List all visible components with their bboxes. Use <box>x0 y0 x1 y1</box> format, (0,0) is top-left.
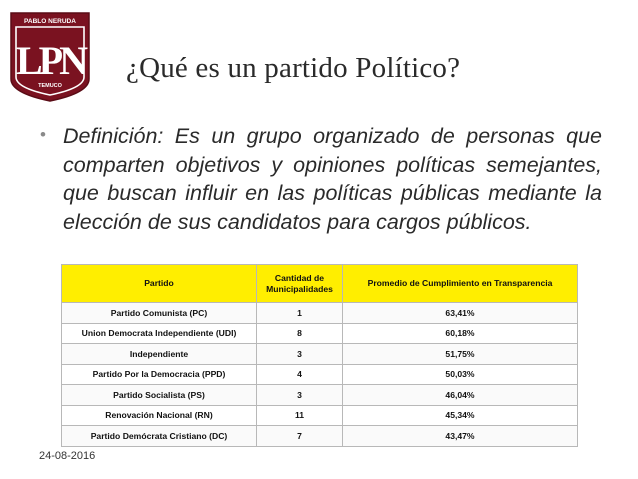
header-promedio: Promedio de Cumplimiento en Transparenci… <box>342 264 578 303</box>
table-row: Partido Demócrata Cristiano (DC) 7 43,47… <box>61 425 578 447</box>
cell-percent: 60,18% <box>342 322 578 344</box>
slide-date: 24-08-2016 <box>39 450 96 462</box>
table-header-row: Partido Cantidad de Municipalidades Prom… <box>61 264 578 303</box>
definition-bullet: • Definición: Es un grupo organizado de … <box>40 122 602 236</box>
cell-percent: 46,04% <box>342 384 578 406</box>
header-partido: Partido <box>61 264 257 303</box>
cell-party: Independiente <box>61 343 257 365</box>
table-row: Partido Socialista (PS) 3 46,04% <box>61 384 578 406</box>
cell-percent: 43,47% <box>342 425 578 447</box>
cell-count: 3 <box>256 343 343 365</box>
definition-text: Definición: Es un grupo organizado de pe… <box>63 124 602 234</box>
cell-count: 1 <box>256 302 343 324</box>
cell-count: 8 <box>256 322 343 344</box>
slide-title: ¿Qué es un partido Político? <box>126 52 461 84</box>
cell-count: 3 <box>256 384 343 406</box>
cell-party: Union Democrata Independiente (UDI) <box>61 322 257 344</box>
table-row: Partido Por la Democracia (PPD) 4 50,03% <box>61 363 578 385</box>
table-row: Renovación Nacional (RN) 11 45,34% <box>61 404 578 426</box>
logo-bottom-text: TEMUCO <box>38 83 63 89</box>
cell-percent: 63,41% <box>342 302 578 324</box>
school-logo: PABLO NERUDA LPN TEMUCO <box>9 11 92 103</box>
table-row: Independiente 3 51,75% <box>61 343 578 365</box>
party-transparency-table: Partido Cantidad de Municipalidades Prom… <box>61 264 578 447</box>
cell-party: Partido Por la Democracia (PPD) <box>61 363 257 385</box>
cell-count: 4 <box>256 363 343 385</box>
cell-percent: 50,03% <box>342 363 578 385</box>
logo-letters: LPN <box>16 38 88 83</box>
header-cantidad: Cantidad de Municipalidades <box>256 264 343 303</box>
table-row: Partido Comunista (PC) 1 63,41% <box>61 302 578 324</box>
bullet-dot-icon: • <box>40 125 46 144</box>
cell-party: Renovación Nacional (RN) <box>61 404 257 426</box>
cell-count: 7 <box>256 425 343 447</box>
cell-party: Partido Comunista (PC) <box>61 302 257 324</box>
cell-percent: 51,75% <box>342 343 578 365</box>
cell-party: Partido Demócrata Cristiano (DC) <box>61 425 257 447</box>
cell-party: Partido Socialista (PS) <box>61 384 257 406</box>
cell-percent: 45,34% <box>342 404 578 426</box>
cell-count: 11 <box>256 404 343 426</box>
table-row: Union Democrata Independiente (UDI) 8 60… <box>61 322 578 344</box>
logo-top-text: PABLO NERUDA <box>24 18 76 25</box>
